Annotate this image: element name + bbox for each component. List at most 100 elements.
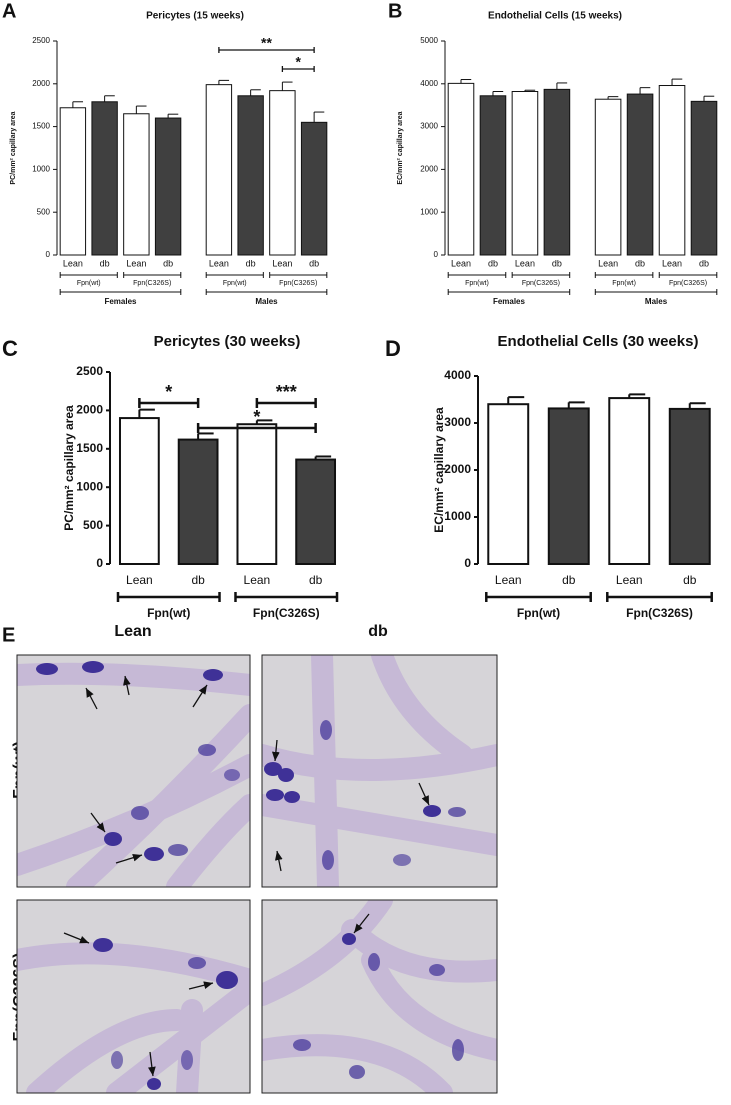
group-label: Fpn(wt) xyxy=(612,280,636,287)
chart-title: Pericytes (15 weeks) xyxy=(146,11,244,22)
group-label: Fpn(C326S) xyxy=(133,280,171,287)
y-axis-label: PC/mm² capillary area xyxy=(62,405,76,531)
x-tick-label: db xyxy=(562,573,576,587)
bar xyxy=(658,85,686,256)
y-tick-label: 0 xyxy=(464,556,471,570)
significance-label: ** xyxy=(261,35,272,51)
x-tick-label: Lean xyxy=(63,258,83,268)
y-axis-label: EC/mm² capillary area xyxy=(397,111,404,184)
x-tick-label: db xyxy=(552,258,562,268)
y-tick-label: 1500 xyxy=(32,122,50,131)
bar xyxy=(626,93,654,256)
bar xyxy=(237,95,264,256)
group-label: Fpn(wt) xyxy=(517,606,560,620)
bar xyxy=(447,82,475,256)
group-label: Fpn(C326S) xyxy=(669,280,707,287)
panel-label: A xyxy=(2,0,16,22)
column-label: db xyxy=(368,623,388,640)
column-label: Lean xyxy=(114,623,151,640)
significance-label: * xyxy=(165,382,172,402)
y-tick-label: 1000 xyxy=(32,165,50,174)
bar xyxy=(236,423,278,565)
y-tick-label: 3000 xyxy=(444,415,471,429)
x-tick-label: Lean xyxy=(598,258,618,268)
group-label: Fpn(wt) xyxy=(147,606,190,620)
bar xyxy=(205,84,233,256)
supergroup-label: Males xyxy=(255,297,278,306)
x-tick-label: Lean xyxy=(209,258,229,268)
panel-label: E xyxy=(2,624,15,646)
bar xyxy=(177,438,219,566)
y-tick-label: 1000 xyxy=(76,479,103,493)
micrograph xyxy=(16,654,498,1094)
bar xyxy=(300,121,328,256)
group-label: Fpn(C326S) xyxy=(279,280,317,287)
x-tick-label: db xyxy=(488,258,498,268)
x-tick-label: Lean xyxy=(616,573,643,587)
y-tick-label: 1500 xyxy=(76,441,103,455)
panel-label: D xyxy=(385,336,401,361)
y-tick-label: 2000 xyxy=(32,79,50,88)
y-tick-label: 2500 xyxy=(76,364,103,378)
y-tick-label: 3000 xyxy=(420,122,438,131)
bar xyxy=(511,91,539,256)
x-tick-label: Lean xyxy=(244,573,271,587)
y-tick-label: 1000 xyxy=(444,509,471,523)
y-tick-label: 4000 xyxy=(444,368,471,382)
x-tick-label: Lean xyxy=(495,573,522,587)
group-label: Fpn(wt) xyxy=(223,280,247,287)
bar xyxy=(594,98,622,256)
bar xyxy=(608,397,651,565)
x-tick-label: db xyxy=(191,573,205,587)
bar xyxy=(59,107,87,256)
significance-label: * xyxy=(296,54,302,70)
x-tick-label: db xyxy=(309,573,323,587)
y-axis-label: EC/mm² capillary area xyxy=(432,407,446,533)
y-tick-label: 2000 xyxy=(444,462,471,476)
bar xyxy=(269,90,296,256)
y-tick-label: 0 xyxy=(46,250,51,259)
bar xyxy=(479,95,507,256)
supergroup-label: Males xyxy=(645,297,668,306)
group-label: Fpn(wt) xyxy=(465,280,489,287)
y-tick-label: 2000 xyxy=(76,403,103,417)
bar xyxy=(690,100,718,256)
supergroup-label: Females xyxy=(493,297,526,306)
significance-label: *** xyxy=(276,382,297,402)
x-tick-label: Lean xyxy=(451,258,471,268)
bar xyxy=(295,458,337,565)
supergroup-label: Females xyxy=(104,297,137,306)
x-tick-label: db xyxy=(683,573,697,587)
bar xyxy=(118,417,160,565)
y-tick-label: 500 xyxy=(83,518,103,532)
y-tick-label: 5000 xyxy=(420,36,438,45)
bar xyxy=(123,113,150,256)
x-tick-label: db xyxy=(100,258,110,268)
group-label: Fpn(C326S) xyxy=(626,606,693,620)
chart-title: Endothelial Cells (15 weeks) xyxy=(488,11,622,22)
x-tick-label: db xyxy=(246,258,256,268)
bar xyxy=(91,101,118,256)
x-tick-label: db xyxy=(699,258,709,268)
panel-label: B xyxy=(388,0,402,22)
y-axis-label: PC/mm² capillary area xyxy=(10,111,17,184)
x-tick-label: Lean xyxy=(126,258,146,268)
y-tick-label: 500 xyxy=(37,207,51,216)
group-label: Fpn(C326S) xyxy=(522,280,560,287)
significance-label: * xyxy=(253,407,260,427)
bar xyxy=(487,403,530,566)
y-tick-label: 2000 xyxy=(420,165,438,174)
group-label: Fpn(wt) xyxy=(77,280,101,287)
chart-title: Endothelial Cells (30 weeks) xyxy=(498,333,699,350)
bar xyxy=(547,407,590,565)
x-tick-label: db xyxy=(309,258,319,268)
x-tick-label: db xyxy=(163,258,173,268)
y-tick-label: 0 xyxy=(96,556,103,570)
chart-title: Pericytes (30 weeks) xyxy=(154,333,301,350)
group-label: Fpn(C326S) xyxy=(253,606,320,620)
x-tick-label: Lean xyxy=(126,573,153,587)
x-tick-label: Lean xyxy=(662,258,682,268)
bar xyxy=(154,117,182,256)
y-tick-label: 0 xyxy=(434,250,439,259)
